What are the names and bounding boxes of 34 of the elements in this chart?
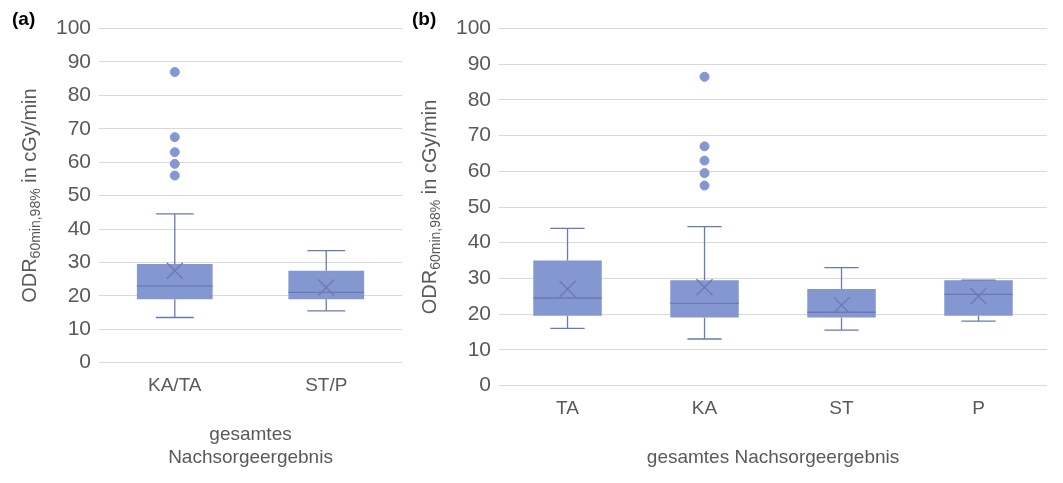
y-tick-label: 10 <box>67 316 92 339</box>
x-tick-label: TA <box>556 397 580 419</box>
y-tick-label: 60 <box>67 149 92 172</box>
y-tick-label: 70 <box>67 115 92 139</box>
x-axis-title: gesamtes Nachsorgeergebnis <box>168 423 333 467</box>
y-tick-label: 20 <box>467 300 492 324</box>
chart-title: (a) <box>12 7 36 29</box>
y-tick-label: 50 <box>67 182 92 206</box>
y-tick-label: 0 <box>479 372 492 396</box>
y-tick-label: 100 <box>455 15 492 39</box>
x-tick-label: KA <box>691 397 718 419</box>
x-tick-label: KA/TA <box>148 374 202 396</box>
y-axis-title: ODR60min,98% in cGy/min <box>17 88 43 303</box>
y-tick-label: 90 <box>67 48 92 72</box>
y-tick-label: 60 <box>467 158 492 182</box>
x-tick-label: P <box>972 397 985 419</box>
y-tick-label: 50 <box>467 193 492 217</box>
y-tick-label: 90 <box>467 51 492 75</box>
y-tick-label: 30 <box>67 249 92 273</box>
y-tick-label: 30 <box>467 265 492 289</box>
y-tick-label: 20 <box>67 282 92 306</box>
chart-title: (b) <box>412 7 437 29</box>
y-tick-label: 80 <box>67 82 92 106</box>
y-tick-label: 40 <box>67 215 92 239</box>
y-tick-label: 100 <box>55 15 92 39</box>
x-tick-label: ST/P <box>305 374 348 396</box>
x-tick-label: ST <box>829 397 855 419</box>
y-tick-label: 0 <box>79 349 92 373</box>
y-tick-label: 40 <box>467 229 492 253</box>
y-axis-title: ODR60min,98% in cGy/min <box>417 99 443 315</box>
y-tick-label: 10 <box>467 336 492 360</box>
y-tick-label: 80 <box>467 86 492 110</box>
y-tick-label: 70 <box>467 122 492 146</box>
x-axis-title: gesamtes Nachsorgeergebnis <box>646 445 900 467</box>
